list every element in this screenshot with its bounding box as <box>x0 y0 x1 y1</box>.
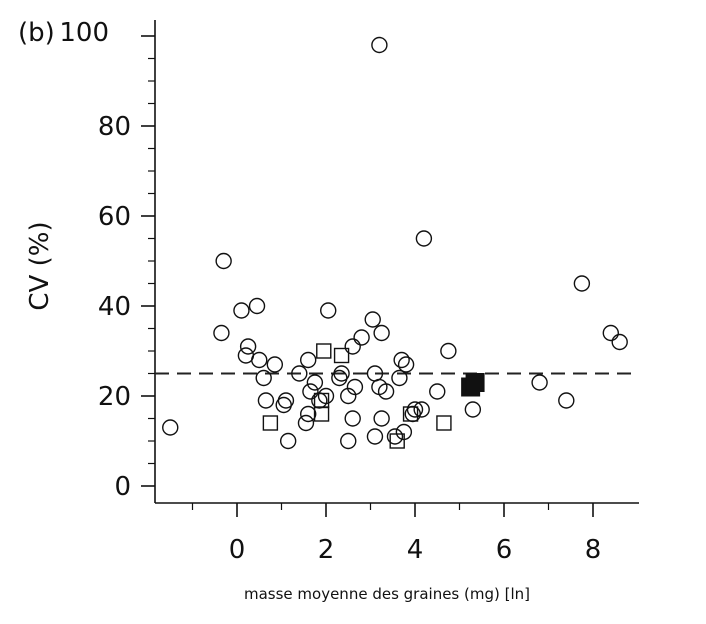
data-point-circle <box>248 297 266 315</box>
data-point-square <box>333 347 350 364</box>
y-tick-label: 20 <box>98 382 131 412</box>
data-point-circle <box>162 419 179 436</box>
data-point-filled-square <box>465 373 485 392</box>
data-point-circle <box>413 401 430 418</box>
data-point-circle <box>558 392 575 409</box>
y-tick-label: 0 <box>114 472 131 502</box>
data-point-circle <box>266 356 284 373</box>
data-point-circle <box>257 392 275 409</box>
y-tick-label: 60 <box>98 202 131 232</box>
data-point-square <box>313 406 330 422</box>
data-point-circle <box>251 351 268 369</box>
data-point-circle <box>373 410 390 427</box>
data-point-circle <box>429 383 446 400</box>
axes: 0 20 40 60 80 100 0 2 4 6 8 <box>59 18 639 565</box>
data-point-circle <box>397 356 415 373</box>
data-point-circle <box>340 432 357 450</box>
data-point-circle <box>297 414 315 432</box>
data-point-circle <box>333 365 350 382</box>
data-point-circle <box>573 275 591 292</box>
data-point-circle <box>277 392 295 409</box>
data-point-circle <box>353 329 370 346</box>
data-point-circle <box>302 383 319 400</box>
data-point-circle <box>346 378 364 396</box>
data-point-circle <box>317 387 335 405</box>
data-point-circle <box>464 401 482 418</box>
data-point-circle <box>255 369 272 387</box>
data-point-circle <box>531 374 548 391</box>
data-point-circle <box>320 302 337 319</box>
data-point-circle <box>611 333 628 351</box>
data-point-circle <box>215 252 232 270</box>
data-point-square <box>262 415 279 431</box>
data-point-square <box>316 343 332 359</box>
y-axis-ticks: 0 20 40 60 80 100 <box>59 18 155 502</box>
data-point-circle <box>391 369 408 387</box>
x-tick-label: 2 <box>318 535 335 565</box>
data-point-square <box>436 415 452 431</box>
data-point-circle <box>344 410 361 427</box>
data-point-circle <box>306 374 324 391</box>
data-point-circle <box>213 324 230 342</box>
y-axis-title: CV (%) <box>25 221 55 310</box>
data-point-circle <box>300 351 317 369</box>
data-point-circle <box>602 324 619 342</box>
x-axis-title: masse moyenne des graines (mg) [ln] <box>244 585 530 603</box>
data-point-circle <box>393 351 410 369</box>
data-point-circle <box>291 365 308 382</box>
data-point-circle <box>239 338 257 355</box>
x-tick-label: 8 <box>585 535 602 565</box>
panel-label: (b) <box>18 18 55 48</box>
x-tick-label: 6 <box>496 535 513 565</box>
data-point-circle <box>366 428 384 445</box>
data-point-circle <box>373 324 390 342</box>
y-tick-label: 100 <box>59 18 109 48</box>
data-points <box>162 36 628 450</box>
data-point-circle <box>386 428 404 445</box>
data-point-circle <box>300 405 317 423</box>
data-point-circle <box>233 302 250 319</box>
data-point-square <box>313 392 330 409</box>
y-tick-label: 80 <box>98 112 131 142</box>
data-point-circle <box>344 338 361 355</box>
data-point-square <box>389 433 405 449</box>
data-point-circle <box>440 342 457 360</box>
y-tick-label: 40 <box>98 292 131 322</box>
data-point-circle <box>371 36 388 54</box>
x-tick-label: 4 <box>407 535 424 565</box>
data-point-circle <box>406 401 424 418</box>
data-point-circle <box>377 383 395 400</box>
x-axis-ticks: 0 2 4 6 8 <box>191 503 602 565</box>
data-point-square <box>402 406 419 422</box>
x-tick-label: 0 <box>229 535 246 565</box>
data-point-circle <box>279 432 297 450</box>
data-point-circle <box>415 230 433 247</box>
data-point-circle <box>364 311 381 328</box>
